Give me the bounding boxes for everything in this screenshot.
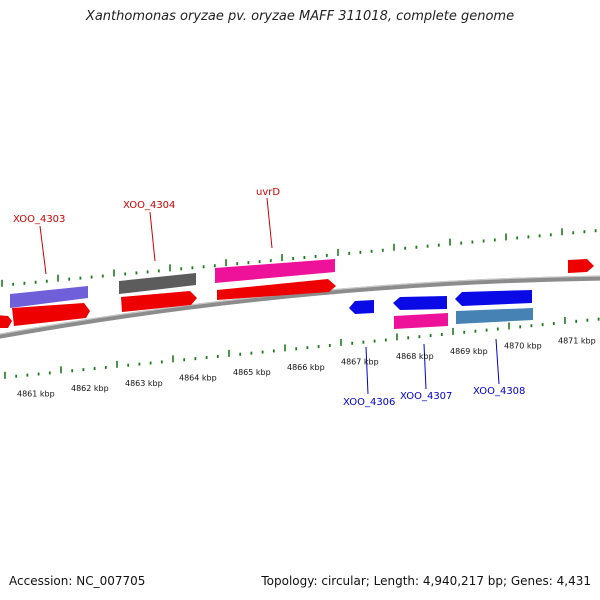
- scale-label: 4866 kbp: [287, 363, 325, 372]
- scale-label: 4861 kbp: [17, 389, 55, 398]
- cds-arrow[interactable]: [0, 315, 12, 328]
- scale-label: 4868 kbp: [396, 352, 434, 361]
- gene-label-uvrd[interactable]: uvrD: [256, 187, 280, 198]
- scale-label: 4869 kbp: [450, 347, 488, 356]
- cds-block[interactable]: [10, 286, 88, 308]
- gene-leader-line: [423, 343, 427, 390]
- accession-text: Accession: NC_007705: [9, 574, 146, 588]
- gene-label-xoo-4307[interactable]: XOO_4307: [400, 391, 452, 402]
- gene-leader-line: [39, 225, 47, 275]
- scale-label: 4867 kbp: [341, 358, 379, 367]
- cds-arrow[interactable]: [568, 259, 594, 273]
- cds-block[interactable]: [119, 273, 196, 294]
- gene-leader-line: [266, 197, 273, 249]
- cds-arrow[interactable]: [121, 291, 197, 312]
- gene-label-xoo-4303[interactable]: XOO_4303: [13, 214, 65, 225]
- gene-leader-line: [495, 338, 500, 385]
- cds-block[interactable]: [456, 308, 533, 324]
- top-ruler: [1, 228, 597, 287]
- cds-arrow[interactable]: [455, 290, 532, 306]
- gene-label-xoo-4304[interactable]: XOO_4304: [123, 200, 175, 211]
- gene-label-xoo-4306[interactable]: XOO_4306: [343, 397, 395, 408]
- cds-arrow[interactable]: [349, 300, 374, 314]
- cds-block[interactable]: [394, 313, 448, 329]
- gene-leader-line: [365, 346, 369, 395]
- scale-labels: 4861 kbp 4862 kbp 4863 kbp 4864 kbp 4865 kbp…: [17, 336, 596, 398]
- scale-label: 4862 kbp: [71, 384, 109, 393]
- cds-arrow[interactable]: [393, 296, 447, 310]
- scale-label: 4865 kbp: [233, 368, 271, 377]
- gene-leader-line: [149, 211, 156, 262]
- scale-label: 4863 kbp: [125, 379, 163, 388]
- bottom-ruler: [4, 316, 600, 379]
- cds-arrow[interactable]: [217, 279, 336, 300]
- cds-arrow[interactable]: [12, 303, 90, 326]
- gene-label-xoo-4308[interactable]: XOO_4308: [473, 386, 525, 397]
- cds-block[interactable]: [215, 259, 335, 283]
- map-title: Xanthomonas oryzae pv. oryzae MAFF 31101…: [85, 9, 515, 24]
- genome-backbone: [0, 275, 600, 339]
- scale-label: 4864 kbp: [179, 373, 217, 382]
- scale-label: 4870 kbp: [504, 342, 542, 351]
- topology-text: Topology: circular; Length: 4,940,217 bp…: [261, 574, 591, 588]
- scale-label: 4871 kbp: [558, 336, 596, 345]
